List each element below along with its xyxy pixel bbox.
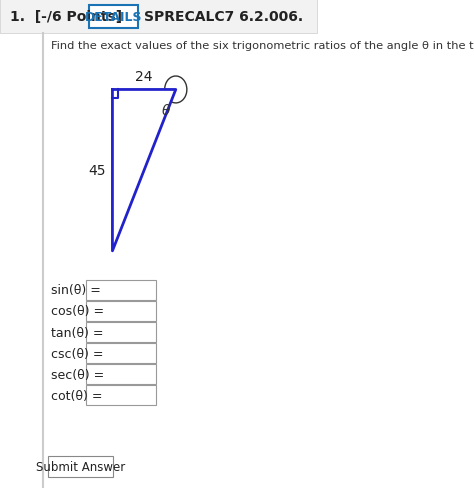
FancyBboxPatch shape (86, 281, 156, 300)
FancyBboxPatch shape (86, 365, 156, 384)
Text: θ: θ (161, 104, 170, 118)
Text: cot(θ) =: cot(θ) = (51, 389, 102, 402)
Text: sec(θ) =: sec(θ) = (51, 368, 104, 381)
Text: Find the exact values of the six trigonometric ratios of the angle θ in the tria: Find the exact values of the six trigono… (51, 41, 474, 51)
Text: tan(θ) =: tan(θ) = (51, 326, 103, 339)
Text: 1.  [-/6 Points]: 1. [-/6 Points] (9, 10, 122, 24)
Text: 45: 45 (89, 164, 106, 178)
FancyBboxPatch shape (48, 456, 113, 477)
Text: SPRECALC7 6.2.006.: SPRECALC7 6.2.006. (144, 10, 303, 24)
Text: Submit Answer: Submit Answer (36, 460, 126, 473)
FancyBboxPatch shape (86, 323, 156, 342)
FancyBboxPatch shape (86, 344, 156, 363)
Text: 24: 24 (136, 70, 153, 83)
Text: DETAILS: DETAILS (85, 11, 142, 24)
Text: cos(θ) =: cos(θ) = (51, 305, 104, 318)
FancyBboxPatch shape (86, 386, 156, 405)
FancyBboxPatch shape (86, 302, 156, 321)
Text: csc(θ) =: csc(θ) = (51, 347, 103, 360)
Text: sin(θ) =: sin(θ) = (51, 284, 100, 297)
FancyBboxPatch shape (0, 0, 317, 34)
FancyBboxPatch shape (89, 6, 138, 29)
